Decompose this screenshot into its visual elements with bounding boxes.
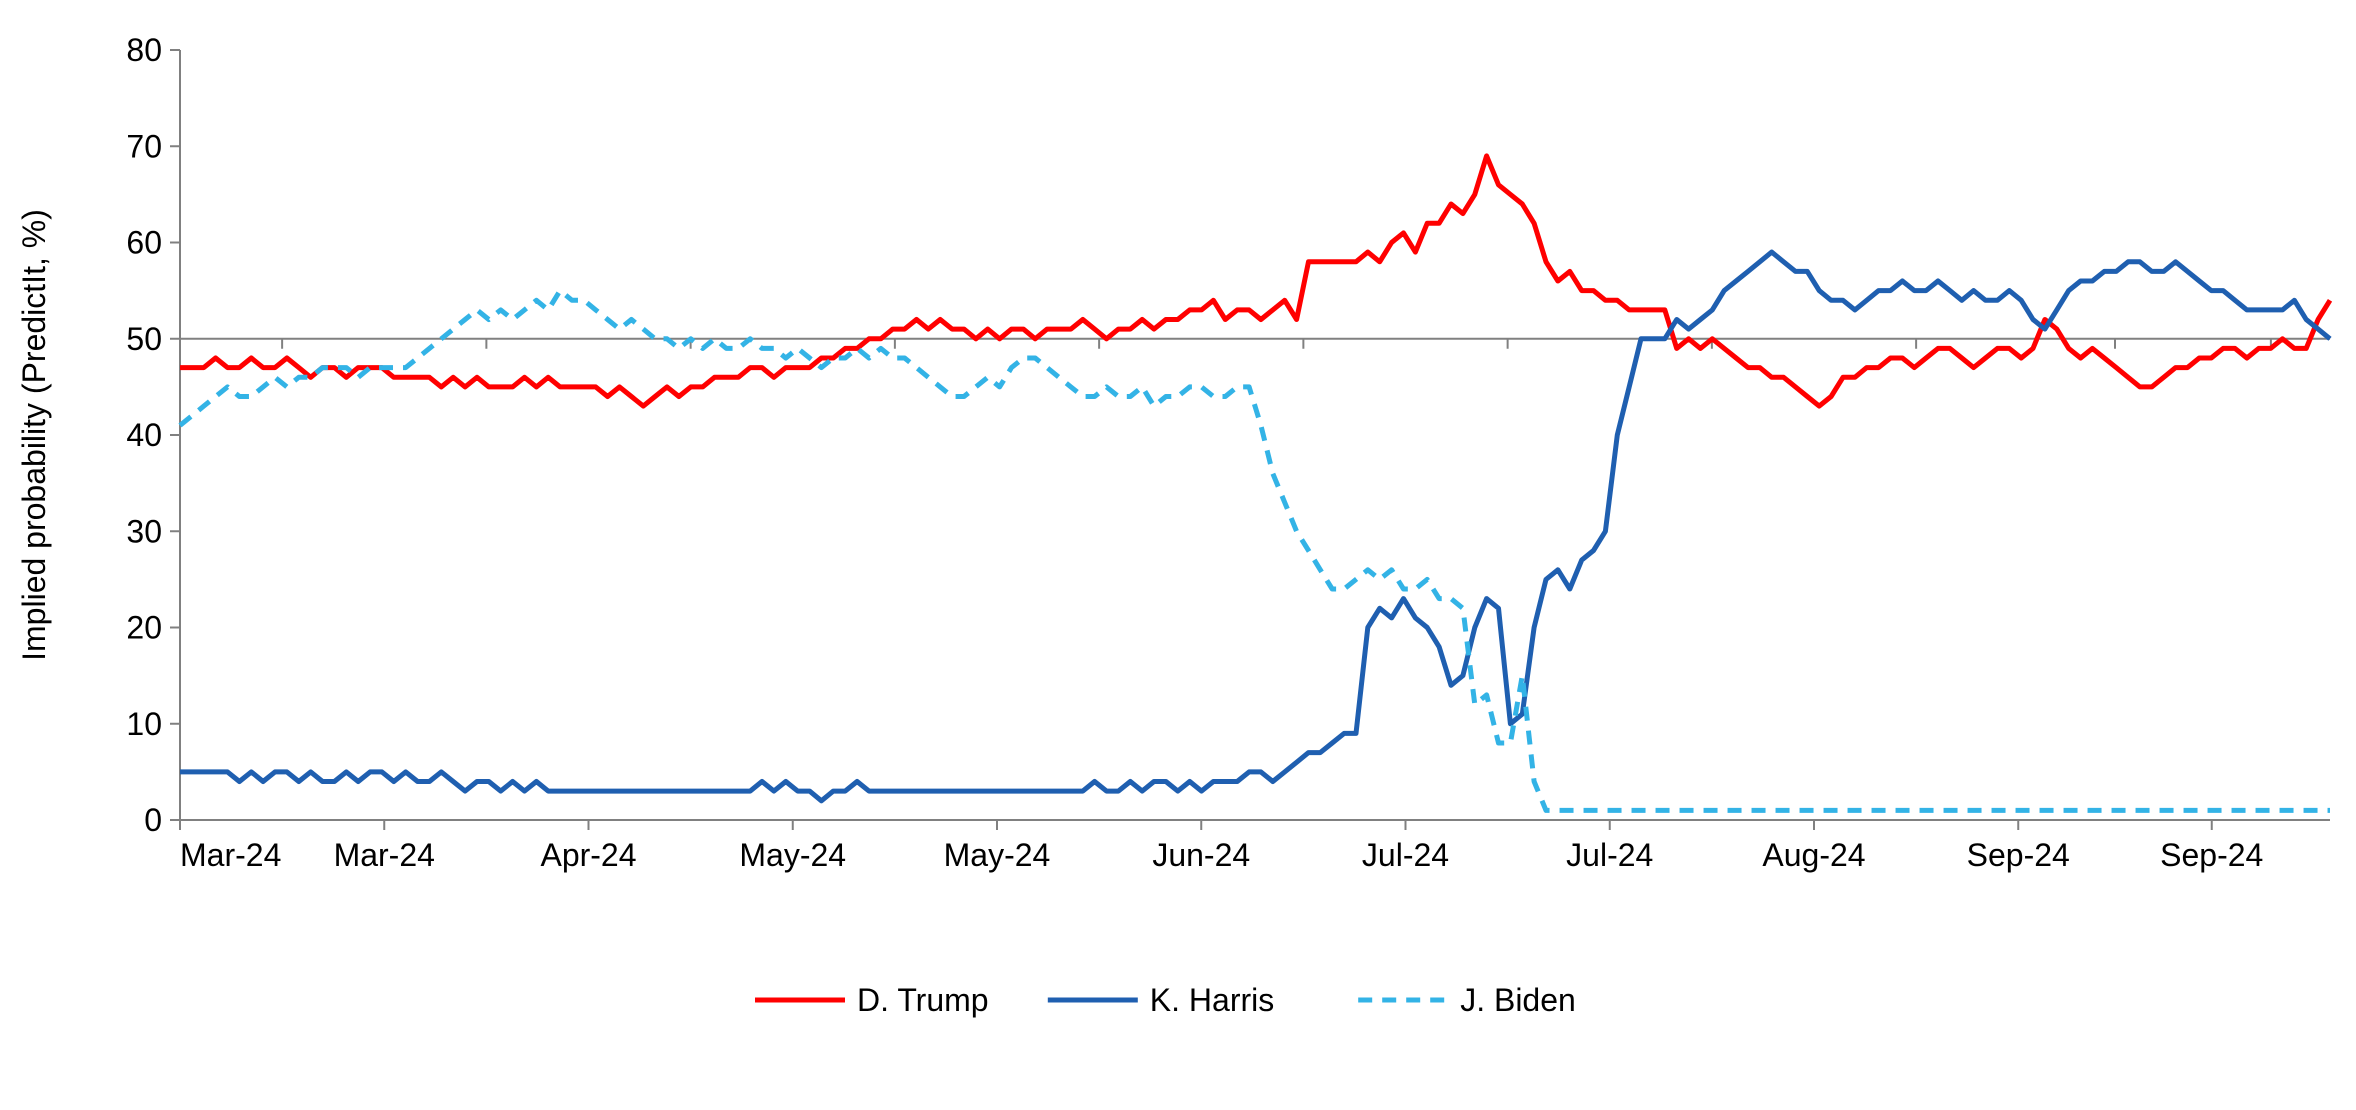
legend-label: J. Biden	[1460, 982, 1576, 1018]
x-tick-label: Jul-24	[1362, 837, 1449, 873]
legend-label: D. Trump	[857, 982, 989, 1018]
x-tick-label: May-24	[944, 837, 1051, 873]
y-tick-label: 60	[126, 225, 162, 261]
x-tick-label: Aug-24	[1762, 837, 1865, 873]
x-tick-label: Mar-24	[334, 837, 435, 873]
y-tick-label: 0	[144, 802, 162, 838]
y-tick-label: 80	[126, 32, 162, 68]
y-axis-label: Implied probability (PredictIt, %)	[16, 209, 52, 661]
y-tick-label: 50	[126, 321, 162, 357]
x-tick-label: Jul-24	[1566, 837, 1653, 873]
y-tick-label: 40	[126, 417, 162, 453]
legend-label: K. Harris	[1150, 982, 1274, 1018]
x-tick-label: Sep-24	[2160, 837, 2263, 873]
y-tick-label: 70	[126, 128, 162, 164]
x-tick-label: May-24	[739, 837, 846, 873]
y-tick-label: 30	[126, 513, 162, 549]
chart-container: 0 10 20 30 40 50 60 70 80 Mar-24 Mar-24 Apr-24 May-2…	[0, 0, 2356, 1110]
x-tick-label: Jun-24	[1152, 837, 1250, 873]
x-tick-label: Sep-24	[1967, 837, 2070, 873]
y-tick-label: 20	[126, 610, 162, 646]
line-chart: 0 10 20 30 40 50 60 70 80 Mar-24 Mar-24 Apr-24 May-2…	[0, 0, 2356, 1110]
x-tick-label: Apr-24	[540, 837, 636, 873]
x-tick-label: Mar-24	[180, 837, 281, 873]
y-tick-label: 10	[126, 706, 162, 742]
